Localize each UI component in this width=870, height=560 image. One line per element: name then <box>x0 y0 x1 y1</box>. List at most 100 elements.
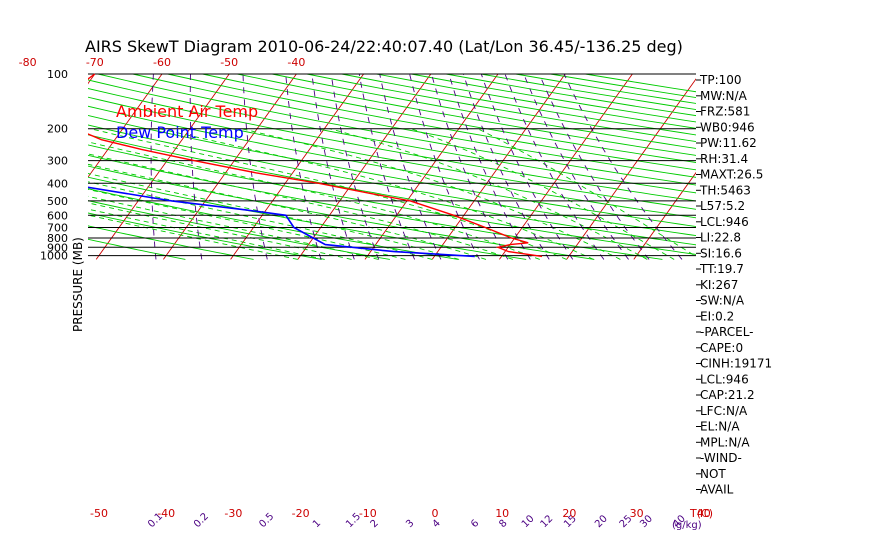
dry-adiabat-line <box>88 105 696 219</box>
bottom-temp-tick-label: -40 <box>157 507 175 520</box>
isotherm-line <box>768 74 870 259</box>
isotherm-line <box>633 171 696 260</box>
pressure-tick-label: 700 <box>47 222 68 235</box>
moist-adiabat-line <box>88 214 298 260</box>
dry-adiabat-line <box>88 79 696 194</box>
bottom-temp-tick-label: 30 <box>630 507 644 520</box>
index-item: L57:5.2 <box>700 199 745 213</box>
index-item: LCL:946 <box>700 215 749 229</box>
index-item: CAP:21.2 <box>700 388 755 402</box>
dry-adiabat-line <box>88 88 696 202</box>
index-item: TP:100 <box>699 73 742 87</box>
dry-adiabat-line <box>97 73 696 186</box>
index-item: CAPE:0 <box>700 341 743 355</box>
pressure-tick-label: 500 <box>47 195 68 208</box>
index-item: EL:N/A <box>700 420 740 434</box>
dry-adiabat-line <box>88 165 595 260</box>
index-item: LFC:N/A <box>700 404 748 418</box>
bottom-temp-tick-label: -30 <box>224 507 242 520</box>
mixing-ratio-line <box>462 73 550 260</box>
mixing-ratio-line <box>358 73 416 260</box>
top-temp-tick-label: -80 <box>19 56 37 69</box>
top-temp-tick-label: -40 <box>287 56 305 69</box>
mixing-ratio-label: 4 <box>431 518 443 530</box>
mixing-ratio-label: 10 <box>520 513 537 530</box>
isotherm-line <box>566 78 696 260</box>
pressure-tick-label: 1000 <box>40 250 68 263</box>
bottom-temp-tick-label: -20 <box>292 507 310 520</box>
mixing-ratio-line <box>504 73 605 260</box>
dry-adiabat-line <box>202 73 696 163</box>
dry-adiabat-line <box>88 144 696 255</box>
index-item: LI:22.8 <box>700 231 741 245</box>
pressure-tick-label: 800 <box>47 232 68 245</box>
moist-adiabat-line <box>88 141 540 260</box>
pressure-tick-label: 200 <box>47 123 68 136</box>
top-temp-tick-label: -70 <box>86 56 104 69</box>
pressure-tick-label: 100 <box>47 68 68 81</box>
moist-adiabat-line <box>159 128 594 260</box>
mixing-ratio-line <box>150 73 157 260</box>
dry-adiabat-line <box>88 124 696 237</box>
moist-adiabat-line <box>88 173 460 260</box>
moist-adiabat-line <box>477 128 696 257</box>
mixing-ratio-line <box>448 73 531 260</box>
moist-adiabat-line <box>88 163 487 260</box>
isotherm-line <box>0 74 28 259</box>
index-item: AVAIL <box>700 483 734 497</box>
dry-adiabat-line <box>132 73 696 178</box>
top-temp-tick-label: -50 <box>220 56 238 69</box>
mixing-ratio-label: 1 <box>311 518 323 530</box>
dry-adiabat-line <box>88 238 186 260</box>
isotherm-line <box>95 73 230 260</box>
mixing-ratio-line <box>538 73 650 260</box>
bottom-temp-tick-label: 0 <box>432 507 439 520</box>
mixing-ratio-line <box>523 73 629 260</box>
dry-adiabat-line <box>446 73 696 117</box>
pressure-tick-label: 600 <box>47 209 68 222</box>
dry-adiabat-line <box>88 188 459 260</box>
index-item: -PARCEL- <box>700 325 754 339</box>
bottom-temp-tick-label: 40 <box>697 507 711 520</box>
mixing-ratio-line <box>285 73 322 260</box>
index-item: TH:5463 <box>699 183 751 197</box>
mixing-ratio-line <box>563 73 683 260</box>
index-item: CINH:19171 <box>700 357 772 371</box>
y-axis-label: PRESSURE (MB) <box>71 237 85 332</box>
top-temp-tick-label: -60 <box>153 56 171 69</box>
isotherm-line <box>230 73 364 260</box>
bottom-temp-tick-label: 20 <box>562 507 576 520</box>
index-item: TT:19.7 <box>699 262 744 276</box>
moist-adiabat-line <box>241 128 621 260</box>
isotherm-line <box>163 73 297 260</box>
mixing-ratio-label: 20 <box>593 513 610 530</box>
dry-adiabat-line <box>88 225 254 260</box>
isotherm-line <box>88 73 163 178</box>
dry-adiabat-line <box>88 212 322 260</box>
mixing-ratio-label: 12 <box>539 513 556 530</box>
dew-point-temp-line <box>88 186 475 258</box>
mixing-ratio-line <box>379 73 442 260</box>
index-item: MAXT:26.5 <box>700 168 763 182</box>
mixing-ratio-label: 6 <box>469 518 481 530</box>
mixing-ratio-line <box>409 73 480 260</box>
index-item: -WIND- <box>700 451 742 465</box>
mixing-ratio-line <box>189 73 203 260</box>
bottom-temp-tick-label: 10 <box>495 507 509 520</box>
isotherm-line <box>297 73 432 260</box>
dry-adiabat-line <box>88 96 696 210</box>
index-item: MPL:N/A <box>700 435 750 449</box>
moist-adiabat-line <box>88 208 325 260</box>
dry-adiabat-line <box>88 114 696 228</box>
isotherm-line <box>835 74 870 259</box>
legend-ambient-air-temp: Ambient Air Temp <box>116 102 258 121</box>
bottom-temp-tick-label: -50 <box>90 507 108 520</box>
moist-adiabat-line <box>89 128 567 260</box>
moist-adiabat-line <box>88 181 433 260</box>
mixing-ratio-line <box>330 73 380 260</box>
pressure-tick-label: 400 <box>47 177 68 190</box>
index-item: SI:16.6 <box>700 246 742 260</box>
chart-title: AIRS SkewT Diagram 2010-06-24/22:40:07.4… <box>85 37 683 56</box>
